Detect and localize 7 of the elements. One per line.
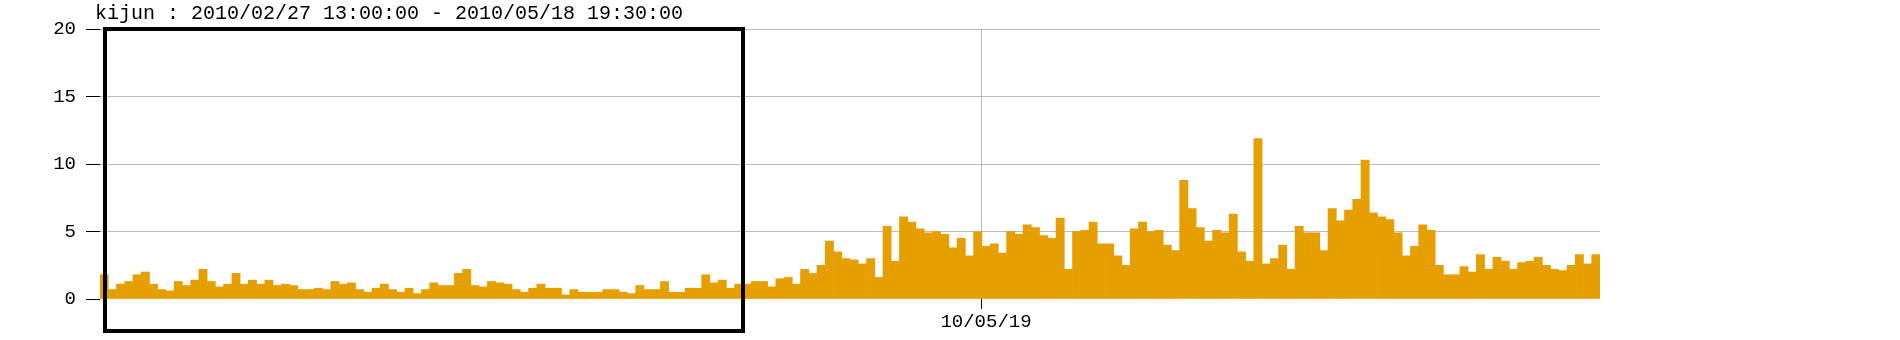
y-tick-label: 5 [64,220,76,243]
y-tick-label: 10 [53,153,76,176]
chart-title: kijun : 2010/02/27 13:00:00 - 2010/05/18 19:30:00 [95,2,684,26]
y-tick-label: 20 [53,18,76,41]
y-tick-label: 15 [53,85,76,108]
x-tick-label: 10/05/19 [940,311,1032,334]
y-tick-label: 0 [64,288,76,311]
